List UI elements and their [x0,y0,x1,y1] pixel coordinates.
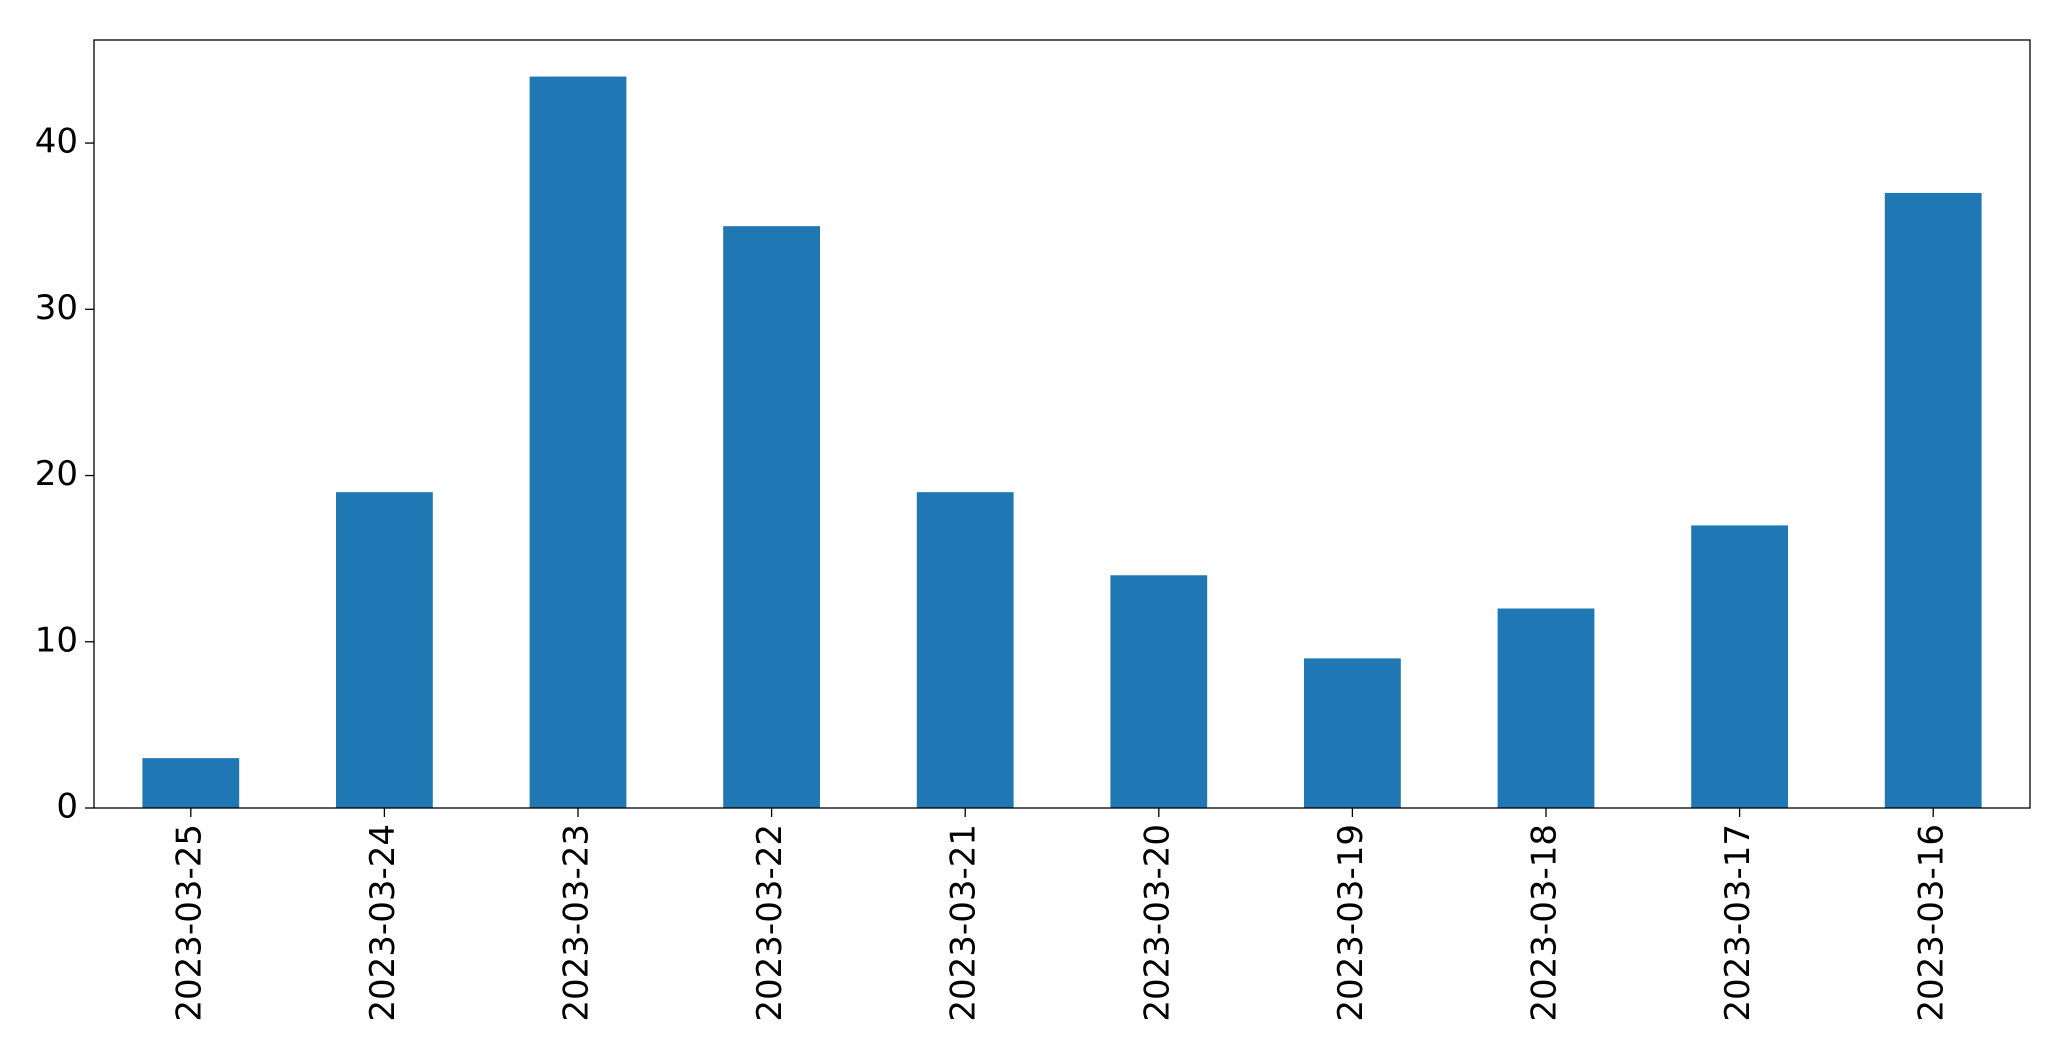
x-tick-label: 2023-03-18 [1525,824,1565,1022]
x-tick-label: 2023-03-25 [169,824,209,1022]
x-tick-label: 2023-03-17 [1718,824,1758,1022]
y-tick-label: 20 [35,454,78,494]
x-tick-label: 2023-03-23 [557,824,597,1022]
bar [142,758,240,808]
y-tick-label: 10 [35,620,78,660]
bar [916,492,1014,808]
bar [1304,658,1401,808]
x-tick-label: 2023-03-16 [1912,824,1952,1022]
bar [1110,575,1208,808]
x-tick-label: 2023-03-22 [750,824,790,1022]
plot-frame [93,39,2031,809]
x-tick-label: 2023-03-21 [944,824,984,1022]
bar [336,492,433,808]
bar [1884,192,1982,808]
x-tick-label: 2023-03-20 [1137,824,1177,1022]
bar [529,76,627,809]
bar [1691,525,1788,808]
y-tick-label: 30 [35,288,78,328]
x-tick-label: 2023-03-19 [1331,824,1371,1022]
y-tick-label: 0 [56,787,78,827]
x-tick-label: 2023-03-24 [363,824,403,1022]
bar [723,226,820,808]
bar [1497,608,1595,808]
y-tick-label: 40 [35,122,78,162]
